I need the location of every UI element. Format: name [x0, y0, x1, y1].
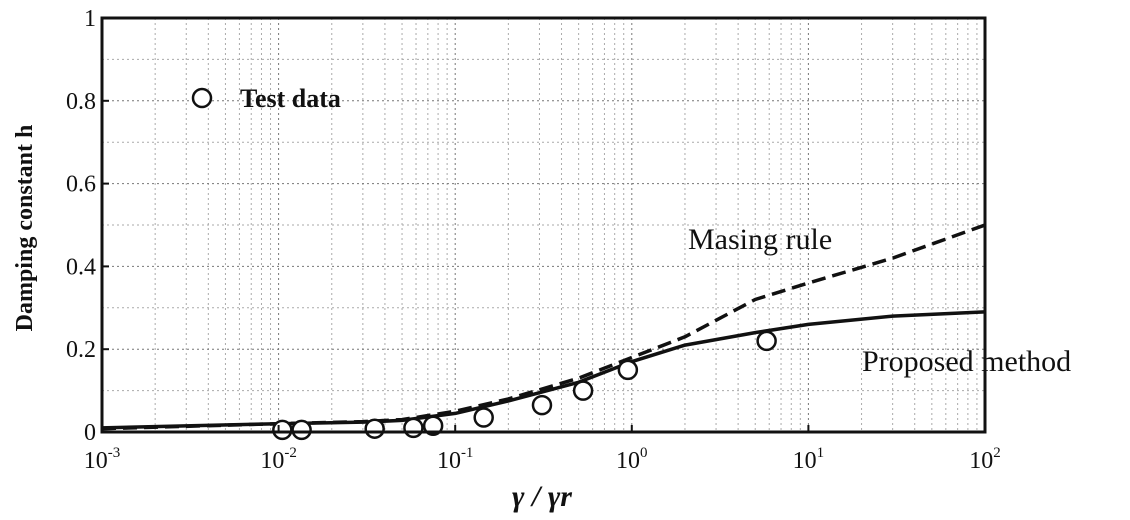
x-tick-label: 10-1: [437, 445, 474, 474]
test-data-point: [617, 359, 639, 381]
y-tick-label: 1: [84, 6, 96, 32]
test-data-point: [364, 418, 385, 439]
y-tick-label: 0.6: [66, 172, 96, 198]
x-tick-base: 10: [969, 448, 993, 474]
x-tick-label: 10-2: [260, 445, 297, 474]
x-tick-base: 10: [616, 448, 640, 474]
series-layer: [101, 223, 986, 441]
proposed-method-annotation: Proposed method: [862, 345, 1071, 378]
legend-marker-circle: [191, 87, 213, 109]
y-tick-label: 0.4: [66, 254, 96, 280]
masing-rule-annotation: Masing rule: [688, 223, 832, 256]
x-tick-exponent: 2: [993, 445, 1001, 461]
x-tick-exponent: -2: [284, 445, 297, 461]
test-data-point: [473, 407, 494, 428]
plot-frame: [100, 16, 987, 434]
x-tick-label: 101: [793, 445, 825, 474]
grid: [102, 18, 985, 432]
x-tick-base: 10: [437, 448, 461, 474]
x-tick-exponent: 1: [817, 445, 825, 461]
test-data-point: [572, 380, 594, 401]
x-tick-label: 10-3: [84, 445, 121, 474]
y-axis-label: Damping constant h: [12, 125, 38, 332]
y-tick-label: 0: [84, 420, 96, 446]
test-data-point: [272, 419, 293, 441]
x-tick-base: 10: [793, 448, 817, 474]
test-data-point: [422, 415, 444, 437]
test-data-point: [531, 394, 553, 416]
legend: Test data: [191, 84, 341, 113]
test-data-point: [291, 419, 312, 441]
x-tick-exponent: 0: [640, 445, 648, 461]
x-tick-exponent: -1: [461, 445, 474, 461]
x-tick-label: 102: [969, 445, 1001, 474]
y-tick-label: 0.2: [66, 337, 96, 363]
y-tick-label: 0.8: [66, 89, 96, 115]
x-tick-label: 100: [616, 445, 648, 474]
x-tick-base: 10: [260, 448, 284, 474]
x-tick-base: 10: [84, 448, 108, 474]
x-axis-label: γ / γr: [512, 480, 572, 513]
x-tick-exponent: -3: [108, 445, 121, 461]
legend-label-test-data: Test data: [240, 84, 341, 113]
test-data-point: [403, 417, 424, 439]
test-data-point: [756, 330, 777, 352]
